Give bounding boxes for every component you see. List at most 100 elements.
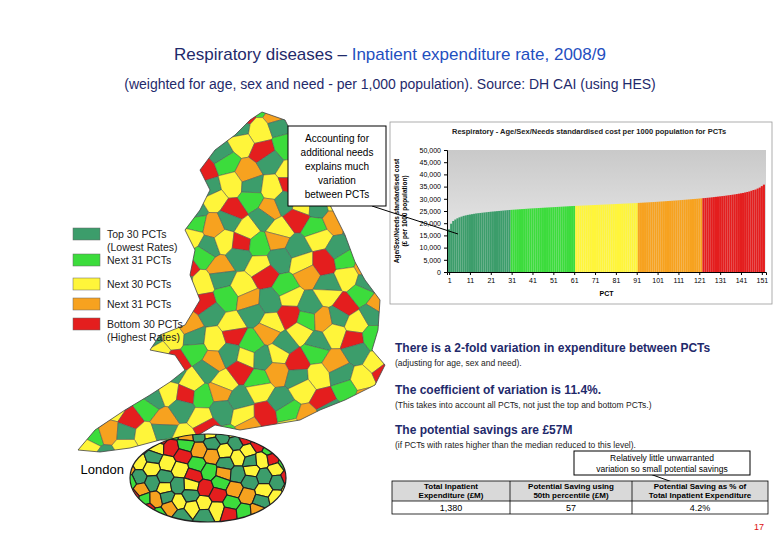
tick-label: 61 (571, 277, 579, 284)
bar (573, 206, 575, 272)
tick-mark (470, 272, 471, 275)
tick-label: 11 (467, 277, 474, 284)
map-area (56, 190, 80, 217)
map-area (119, 91, 154, 121)
tick-mark (741, 272, 742, 275)
bar (590, 205, 592, 272)
callout-box (574, 451, 750, 475)
london-map-area (283, 494, 299, 506)
map-area (164, 210, 186, 236)
bar (665, 201, 667, 272)
tick-mark (444, 187, 447, 188)
page-number: 17 (754, 522, 764, 532)
bar (559, 207, 561, 272)
tick-label: 40,000 (420, 171, 442, 178)
plot-background (447, 150, 766, 272)
table-header: Potential Saving using (528, 482, 614, 491)
axis-line (448, 273, 767, 276)
bar (746, 192, 748, 272)
bar (738, 194, 740, 272)
legend-item: Next 31 PCTs (73, 298, 171, 310)
bar (519, 209, 521, 272)
london-map-area (184, 478, 199, 491)
legend-swatch (73, 318, 100, 330)
bar (730, 195, 732, 272)
map-area (232, 232, 250, 251)
bar (707, 198, 709, 272)
legend-label: Next 31 PCTs (107, 254, 171, 266)
bar (565, 206, 567, 272)
london-outline (130, 434, 286, 522)
map-area (170, 139, 198, 160)
map-area (241, 175, 263, 193)
map-area (174, 114, 199, 139)
tick-label: 141 (736, 277, 748, 284)
tick-label: 0 (437, 269, 441, 276)
bar (483, 212, 485, 272)
tick: 5,000 (423, 257, 447, 264)
tick-label: 131 (715, 277, 727, 284)
legend-item: Next 31 PCTs (73, 254, 171, 266)
map-area (56, 115, 95, 137)
bar (592, 205, 594, 272)
bar (602, 205, 604, 272)
table-header: Expenditure (£M) (419, 491, 484, 500)
bar (661, 201, 663, 272)
bar (490, 212, 492, 272)
legend-item: Bottom 30 PCTs(Highest Rates) (73, 318, 183, 343)
callout-text: Accounting for (305, 133, 370, 144)
table-cell: 57 (566, 503, 576, 513)
map-area (192, 121, 214, 140)
bar (609, 204, 611, 272)
map-area (306, 444, 340, 474)
bar (709, 198, 711, 272)
tick: 15,000 (420, 232, 447, 239)
bar (734, 194, 736, 272)
bar (675, 200, 677, 272)
map-area (137, 138, 160, 162)
london-map-area (279, 502, 299, 535)
map-area (56, 156, 92, 183)
tick-label: 1 (448, 277, 452, 284)
bar (509, 210, 511, 272)
bar (534, 208, 536, 272)
tick-mark (616, 272, 617, 275)
bar (725, 196, 727, 272)
london-map-area (261, 424, 278, 444)
legend-swatch (73, 298, 100, 310)
map-area (79, 151, 107, 175)
bar (715, 197, 717, 272)
bar (713, 197, 715, 272)
map-area (103, 91, 131, 122)
map-area (106, 362, 129, 388)
legend-label: Bottom 30 PCTs(Highest Rates) (107, 318, 183, 343)
legend-item: Top 30 PCTs(Lowest Rates) (73, 228, 178, 253)
map-area (103, 341, 130, 365)
tick: 141 (736, 272, 748, 284)
map-area (326, 437, 351, 466)
map-area (181, 195, 209, 218)
bar (646, 202, 648, 272)
map-area (198, 91, 221, 124)
bar (571, 206, 573, 272)
bar (752, 190, 754, 272)
bar (492, 212, 494, 272)
bar (744, 192, 746, 272)
bar (621, 204, 623, 272)
map-area (335, 422, 355, 442)
map-area (132, 159, 155, 176)
map-area (97, 192, 119, 218)
y-axis: 05,00010,00015,00020,00025,00030,00035,0… (420, 147, 448, 276)
tick-mark (444, 150, 447, 151)
bar (521, 209, 523, 272)
bar (748, 191, 750, 272)
bar (736, 194, 738, 272)
tick-mark (444, 211, 447, 212)
bar (496, 211, 498, 272)
bar (757, 189, 759, 272)
callout-box (288, 126, 386, 206)
london-map-area (139, 503, 155, 525)
london-label: London (81, 462, 124, 477)
bar (598, 205, 600, 272)
tick: 121 (694, 272, 706, 284)
